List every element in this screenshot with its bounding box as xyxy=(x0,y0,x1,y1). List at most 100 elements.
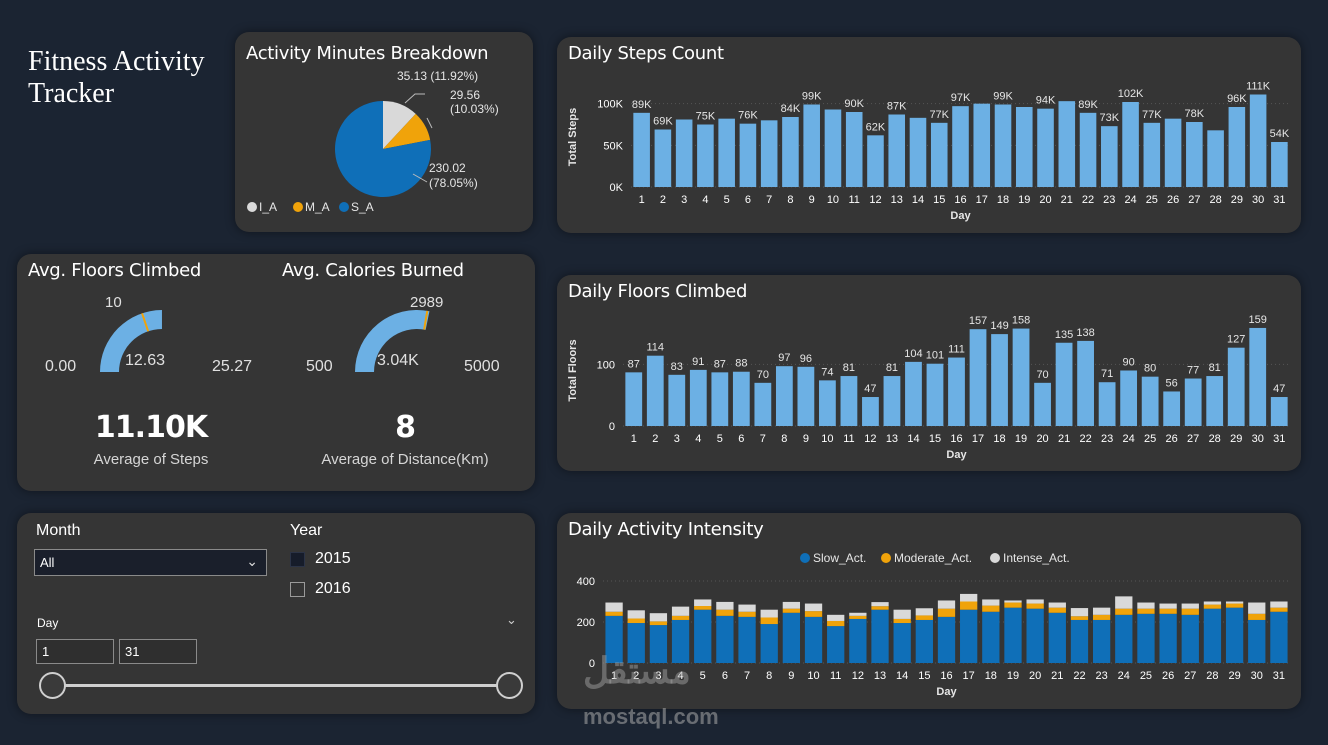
bar xyxy=(1058,101,1076,187)
x-tick-label: 29 xyxy=(1230,433,1242,445)
bar-moderateact xyxy=(1004,602,1022,608)
data-label: 47 xyxy=(864,383,876,395)
floors-gauge-title: Avg. Floors Climbed xyxy=(28,260,201,281)
data-label: 91 xyxy=(692,356,704,368)
x-tick-label: 15 xyxy=(929,433,941,445)
year-option-label: 2016 xyxy=(315,580,351,597)
legend-dot-moderateact xyxy=(881,553,891,563)
year-option-2016[interactable]: 2016 xyxy=(290,580,351,598)
legend-label-s_a: S_A xyxy=(351,200,374,214)
year-option-label: 2015 xyxy=(315,550,351,567)
bar xyxy=(867,135,884,187)
pie-slice-i_a xyxy=(383,101,416,149)
floors-chart-card: Daily Floors Climbed 0 100 87 1 114 2 83 3 91 4 87… xyxy=(557,275,1301,471)
data-label: 97K xyxy=(951,92,971,104)
floors-gauge-target: 10 xyxy=(105,294,122,311)
bar-intenseact xyxy=(849,612,867,616)
bar xyxy=(888,114,906,187)
day-slicer-collapse-icon[interactable]: ⌄ xyxy=(506,612,517,627)
x-tick-label: 15 xyxy=(933,194,945,206)
bar-moderateact xyxy=(1070,616,1089,620)
floors-gauge-max: 25.27 xyxy=(212,358,253,375)
bar-slowact xyxy=(605,615,623,663)
pie-slice-s_a xyxy=(335,101,431,198)
x-tick-label: 7 xyxy=(766,194,772,206)
data-label: 90K xyxy=(844,98,864,110)
bar xyxy=(775,366,793,426)
bar-intenseact xyxy=(871,602,889,607)
x-tick-label: 28 xyxy=(1206,670,1218,682)
year-option-2015[interactable]: 2015 xyxy=(290,550,351,568)
pie-label-ma-pct: (10.03%) xyxy=(450,102,499,116)
x-tick-label: 17 xyxy=(963,670,975,682)
data-label: 111K xyxy=(1246,81,1271,93)
bar-intenseact xyxy=(1115,596,1133,609)
bar-intenseact xyxy=(1070,608,1089,617)
data-label: 73K xyxy=(1100,112,1120,124)
x-tick-label: 14 xyxy=(907,433,919,445)
data-label: 76K xyxy=(738,110,758,122)
x-tick-label: 9 xyxy=(788,670,794,682)
bar-slowact xyxy=(1092,619,1111,663)
bar xyxy=(803,104,820,187)
y-axis-title: Total Floors xyxy=(567,339,579,401)
x-tick-label: 21 xyxy=(1058,433,1070,445)
floors-gauge-value: 12.63 xyxy=(125,352,166,369)
x-tick-label: 8 xyxy=(781,433,787,445)
bar-moderateact xyxy=(782,608,801,613)
bar-slowact xyxy=(871,609,889,663)
y-tick-label: 200 xyxy=(577,617,595,629)
day-from-input[interactable]: 1 xyxy=(36,639,114,664)
bar-moderateact xyxy=(627,618,645,624)
data-label: 138 xyxy=(1076,327,1094,339)
x-tick-label: 30 xyxy=(1252,194,1264,206)
x-tick-label: 6 xyxy=(738,433,744,445)
day-range-slider[interactable] xyxy=(52,684,510,687)
bar xyxy=(1012,328,1030,426)
legend-dot-intenseact xyxy=(990,553,1000,563)
x-tick-label: 16 xyxy=(954,194,966,206)
x-tick-label: 3 xyxy=(681,194,687,206)
bar-moderateact xyxy=(1026,603,1044,609)
bar-intenseact xyxy=(1159,603,1177,609)
x-tick-label: 31 xyxy=(1273,433,1285,445)
x-tick-label: 18 xyxy=(985,670,997,682)
checkbox-2016[interactable] xyxy=(290,581,305,597)
data-label: 89K xyxy=(1078,99,1098,111)
data-label: 97 xyxy=(778,352,790,364)
bar xyxy=(973,103,991,187)
day-slider-handle-min[interactable] xyxy=(39,672,66,699)
x-tick-label: 2 xyxy=(633,670,639,682)
bar xyxy=(1249,327,1267,426)
x-tick-label: 13 xyxy=(891,194,903,206)
legend-label-slowact: Slow_Act. xyxy=(813,551,866,565)
data-label: 87 xyxy=(714,358,726,370)
pie-label-ia: 35.13 (11.92%) xyxy=(397,69,478,83)
bar xyxy=(819,380,836,426)
x-tick-label: 30 xyxy=(1252,433,1264,445)
bar xyxy=(760,120,778,187)
data-label: 78K xyxy=(1185,108,1205,120)
bar-moderateact xyxy=(827,620,845,627)
intensity-chart-title: Daily Activity Intensity xyxy=(568,519,764,540)
data-label: 88 xyxy=(735,358,747,370)
month-dropdown[interactable]: All ⌄ xyxy=(34,549,267,576)
legend-dot-m_a xyxy=(293,202,303,212)
x-tick-label: 6 xyxy=(745,194,751,206)
legend-dot-s_a xyxy=(339,202,349,212)
day-slider-handle-max[interactable] xyxy=(496,672,523,699)
x-tick-label: 2 xyxy=(660,194,666,206)
data-label: 47 xyxy=(1273,383,1285,395)
steps-kpi-label: Average of Steps xyxy=(93,451,209,468)
bar xyxy=(1249,94,1267,187)
month-slicer-label: Month xyxy=(36,522,81,539)
bar xyxy=(1184,378,1202,426)
checkbox-2015[interactable] xyxy=(290,551,305,567)
bar xyxy=(718,118,735,187)
day-to-input[interactable]: 31 xyxy=(119,639,197,664)
bar-intenseact xyxy=(915,608,933,616)
data-label: 69K xyxy=(653,116,673,128)
bar-intenseact xyxy=(827,614,845,621)
y-tick-label: 0 xyxy=(609,421,615,433)
